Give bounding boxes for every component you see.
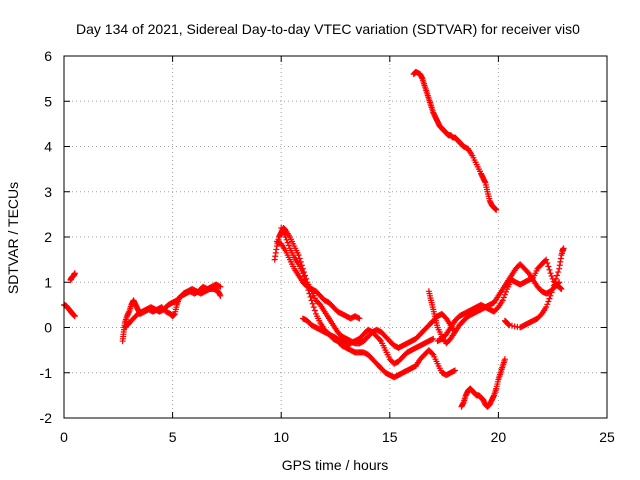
y-tick-labels: -2 -1 0 1 2 3 4 5 6 xyxy=(40,48,53,426)
data-point xyxy=(301,273,308,280)
plot-frame xyxy=(63,55,608,419)
data-point xyxy=(549,286,556,293)
series-early-left xyxy=(61,301,78,320)
data-point xyxy=(559,247,566,254)
data-point xyxy=(295,252,302,259)
data-point xyxy=(544,260,551,267)
data-point xyxy=(283,236,290,243)
data-point xyxy=(304,283,311,290)
data-point xyxy=(217,283,224,290)
data-point xyxy=(543,304,550,311)
y-tick-label: 6 xyxy=(44,48,52,64)
x-tick-label: 10 xyxy=(273,429,289,445)
chart-title: Day 134 of 2021, Sidereal Day-to-day VTE… xyxy=(76,21,580,37)
data-point xyxy=(558,286,565,293)
data-point xyxy=(548,289,555,296)
series-day-2 xyxy=(273,238,363,322)
data-point xyxy=(546,295,553,302)
data-point xyxy=(309,300,316,307)
data-point xyxy=(546,266,553,273)
series-day-4 xyxy=(299,315,437,367)
y-axis-label: SDTVAR / TECUs xyxy=(5,182,21,294)
y-tick-label: 0 xyxy=(44,320,52,336)
data-point xyxy=(550,282,557,289)
y-tick-label: -2 xyxy=(40,410,53,426)
series-evening-a xyxy=(425,261,563,347)
grid xyxy=(64,56,607,418)
x-tick-label: 15 xyxy=(382,429,398,445)
series-low-branch xyxy=(458,356,508,410)
x-tick-labels: 0 5 10 15 20 25 xyxy=(60,429,615,445)
data-point xyxy=(499,297,506,304)
data-point xyxy=(554,272,561,279)
data-point xyxy=(71,270,78,277)
data-markers xyxy=(61,68,567,410)
data-point xyxy=(306,290,313,297)
data-point xyxy=(282,234,289,240)
data-point xyxy=(552,275,559,282)
data-point xyxy=(356,315,363,322)
y-tick-label: 2 xyxy=(44,229,52,245)
data-point xyxy=(545,298,552,305)
data-point xyxy=(555,269,562,276)
data-point xyxy=(308,297,315,304)
x-tick-label: 25 xyxy=(599,429,615,445)
data-point xyxy=(543,256,550,263)
series-high-branch xyxy=(410,68,500,213)
data-point xyxy=(310,304,317,311)
data-point xyxy=(299,270,306,277)
x-tick-label: 5 xyxy=(169,429,177,445)
y-tick-label: 4 xyxy=(44,139,52,155)
data-point xyxy=(430,335,437,342)
series-evening-c xyxy=(501,245,567,331)
data-point xyxy=(548,273,555,280)
series-early-left-up xyxy=(67,270,78,283)
data-point xyxy=(284,239,291,246)
y-tick-label: 1 xyxy=(44,274,52,290)
data-point xyxy=(303,280,310,287)
x-tick-label: 0 xyxy=(60,429,68,445)
data-point xyxy=(545,263,552,270)
x-axis-label: GPS time / hours xyxy=(282,457,389,473)
data-point xyxy=(285,242,292,249)
data-point xyxy=(377,336,384,343)
data-point xyxy=(500,294,507,301)
data-point xyxy=(547,270,554,277)
axis-ticks xyxy=(63,55,608,419)
data-point xyxy=(501,291,508,298)
data-point xyxy=(503,288,510,295)
data-point xyxy=(311,307,318,314)
data-point xyxy=(302,276,309,283)
data-point xyxy=(429,350,436,357)
data-point xyxy=(544,301,551,308)
y-tick-label: 5 xyxy=(44,93,52,109)
y-tick-label: 3 xyxy=(44,184,52,200)
data-point xyxy=(451,367,458,374)
series-morning-b xyxy=(121,281,224,331)
data-point xyxy=(551,279,558,286)
data-point xyxy=(307,293,314,300)
data-point xyxy=(547,292,554,299)
data-point xyxy=(305,287,312,294)
y-tick-label: -1 xyxy=(40,365,53,381)
data-point xyxy=(493,206,500,213)
data-point xyxy=(71,313,78,320)
x-tick-label: 20 xyxy=(491,429,507,445)
data-point xyxy=(501,356,508,363)
data-point xyxy=(217,292,224,299)
